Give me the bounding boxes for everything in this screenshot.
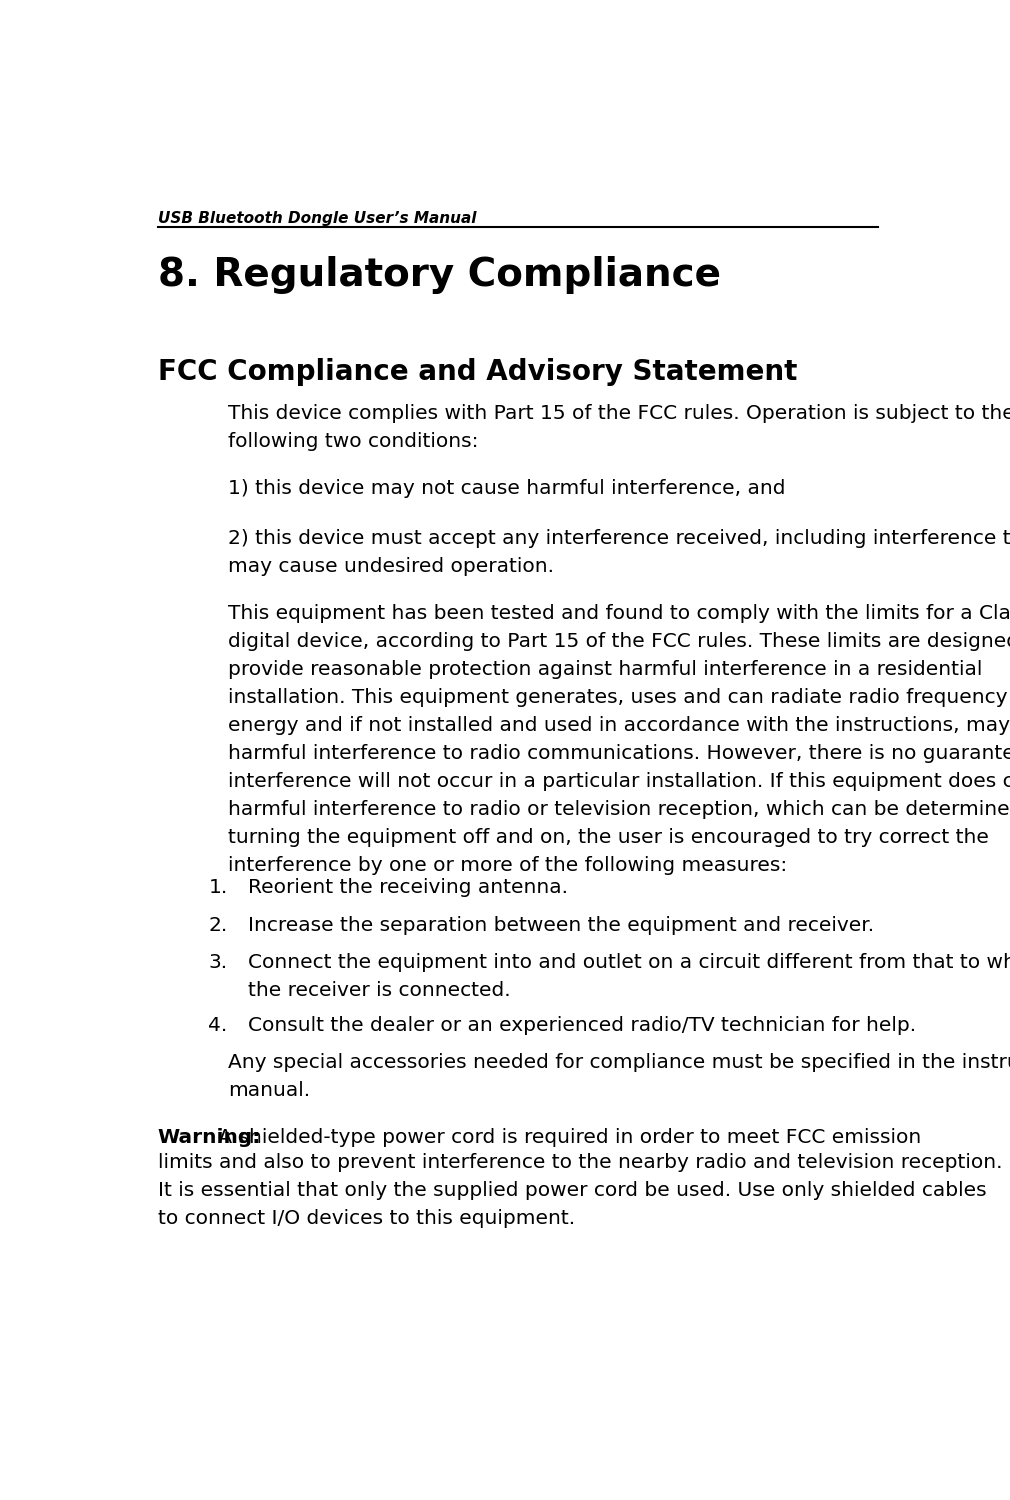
Text: USB Bluetooth Dongle User’s Manual: USB Bluetooth Dongle User’s Manual	[158, 211, 476, 226]
Text: Connect the equipment into and outlet on a circuit different from that to which
: Connect the equipment into and outlet on…	[247, 954, 1010, 1000]
Text: Warning:: Warning:	[158, 1128, 261, 1148]
Text: 4.: 4.	[208, 1016, 227, 1035]
Text: 8. Regulatory Compliance: 8. Regulatory Compliance	[158, 256, 720, 294]
Text: Reorient the receiving antenna.: Reorient the receiving antenna.	[247, 878, 568, 897]
Text: Any special accessories needed for compliance must be specified in the instructi: Any special accessories needed for compl…	[228, 1053, 1010, 1100]
Text: 2) this device must accept any interference received, including interference tha: 2) this device must accept any interfere…	[228, 530, 1010, 576]
Text: FCC Compliance and Advisory Statement: FCC Compliance and Advisory Statement	[158, 358, 797, 386]
Text: A shielded-type power cord is required in order to meet FCC emission: A shielded-type power cord is required i…	[211, 1128, 921, 1148]
Text: Consult the dealer or an experienced radio/TV technician for help.: Consult the dealer or an experienced rad…	[247, 1016, 916, 1035]
Text: 1) this device may not cause harmful interference, and: 1) this device may not cause harmful int…	[228, 478, 786, 498]
Text: Increase the separation between the equipment and receiver.: Increase the separation between the equi…	[247, 915, 874, 934]
Text: 2.: 2.	[208, 915, 227, 934]
Text: This device complies with Part 15 of the FCC rules. Operation is subject to the
: This device complies with Part 15 of the…	[228, 404, 1010, 451]
Text: 3.: 3.	[208, 954, 227, 972]
Text: limits and also to prevent interference to the nearby radio and television recep: limits and also to prevent interference …	[158, 1154, 1002, 1228]
Text: 1.: 1.	[208, 878, 227, 897]
Text: This equipment has been tested and found to comply with the limits for a Class B: This equipment has been tested and found…	[228, 604, 1010, 876]
